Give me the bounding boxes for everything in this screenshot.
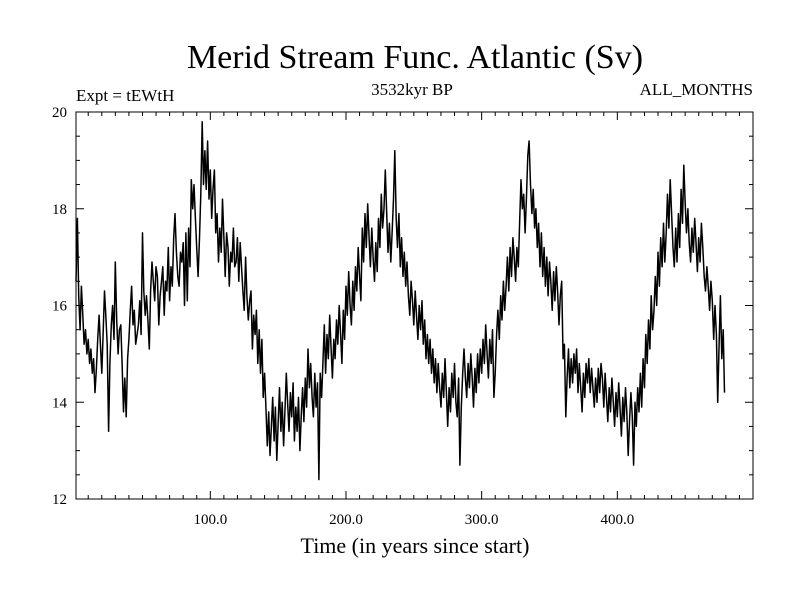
series-line [75,120,726,481]
x-tick-label: 100.0 [193,512,227,528]
x-tick-label: 400.0 [600,512,634,528]
experiment-label: Expt = tEWtH [76,86,174,105]
y-tick-label: 14 [52,395,68,411]
y-tick-label: 16 [52,299,68,315]
x-axis-label: Time (in years since start) [301,533,530,558]
period-label: 3532kyr BP [371,80,453,99]
y-tick-label: 12 [52,492,67,508]
x-axis: 100.0 200.0 300.0 400.0 [87,112,754,528]
plot-frame [75,111,754,500]
months-label: ALL_MONTHS [640,80,753,99]
x-tick-label: 200.0 [329,512,363,528]
y-tick-label: 18 [52,202,67,218]
x-tick-label: 300.0 [465,512,499,528]
chart-title: Merid Stream Func. Atlantic (Sv) [187,39,643,76]
y-tick-label: 20 [52,105,67,121]
y-axis: 12 14 16 18 20 [52,105,753,508]
